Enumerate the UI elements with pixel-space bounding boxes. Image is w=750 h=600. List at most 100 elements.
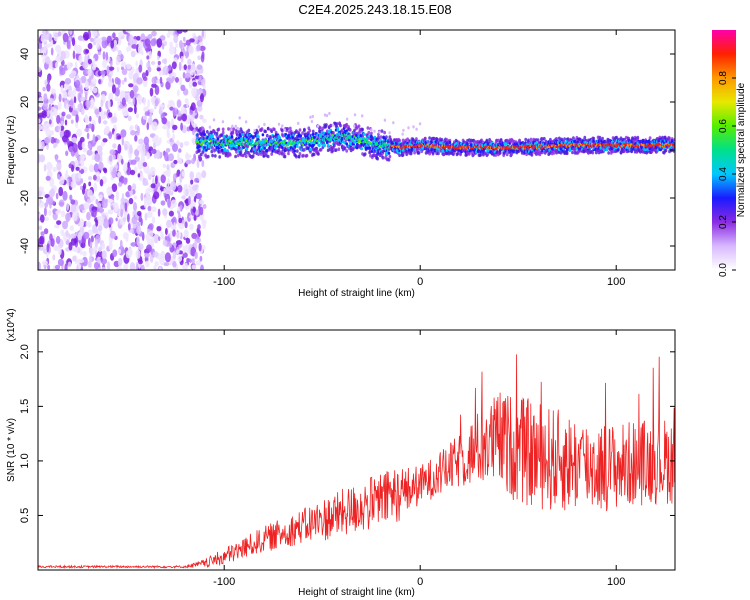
noise-cell [82, 61, 88, 69]
noise-cell [146, 200, 151, 206]
speck-cell [257, 125, 261, 129]
noise-cell [38, 244, 45, 251]
noise-cell [198, 205, 201, 212]
noise-cell [77, 231, 82, 241]
noise-cell [108, 66, 115, 71]
noise-cell [80, 178, 84, 184]
noise-cell [71, 110, 78, 117]
noise-cell [172, 173, 177, 182]
noise-cell [144, 111, 150, 116]
noise-cell [195, 95, 200, 101]
noise-cell [57, 101, 62, 111]
noise-cell [65, 230, 69, 237]
band-mid-cell [302, 136, 305, 141]
noise-cell [187, 212, 192, 223]
noise-cell [72, 142, 78, 153]
noise-cell [38, 124, 43, 131]
noise-cell [170, 181, 177, 191]
noise-cell [151, 76, 157, 85]
noise-cell [98, 246, 102, 253]
noise-cell [189, 214, 195, 219]
noise-cell [90, 37, 94, 42]
noise-cell [72, 255, 77, 262]
noise-cell [69, 194, 73, 201]
noise-cell [100, 141, 105, 147]
band-halo-cell [530, 153, 534, 157]
x-tick-label: -100 [213, 576, 235, 588]
band-mid-cell [439, 141, 443, 145]
noise-cell [192, 206, 196, 213]
noise-cell [146, 210, 153, 218]
noise-cell [177, 255, 183, 262]
noise-cell [165, 81, 171, 90]
band-core-cell [309, 138, 312, 142]
band-halo-cell [325, 123, 328, 127]
colorbar-tick-label: 0.6 [718, 119, 729, 133]
band-halo-cell [379, 135, 383, 139]
noise-cell [147, 205, 152, 212]
noise-cell [177, 157, 183, 164]
noise-cell [182, 30, 188, 33]
noise-cell [142, 162, 148, 167]
noise-cell [151, 206, 157, 213]
noise-cell [184, 98, 188, 104]
noise-cell [46, 110, 50, 117]
noise-cell [166, 164, 170, 171]
noise-cell [158, 106, 163, 116]
band-mid-cell [662, 146, 666, 151]
noise-cell [163, 58, 168, 65]
noise-cell [126, 46, 130, 53]
noise-cell [86, 198, 92, 204]
band-halo-cell [480, 138, 483, 143]
noise-cell [126, 63, 132, 70]
band-halo-cell [636, 137, 640, 141]
noise-cell [102, 120, 108, 125]
band-halo-cell [436, 137, 439, 142]
noise-cell [198, 242, 202, 252]
noise-cell [70, 233, 77, 239]
noise-cell [58, 247, 62, 256]
noise-cell [92, 134, 96, 144]
noise-cell [38, 112, 45, 118]
noise-cell [136, 225, 142, 235]
band-halo-cell [247, 150, 251, 155]
noise-cell [200, 264, 204, 270]
noise-cell [38, 66, 42, 73]
noise-cell [43, 207, 47, 217]
noise-cell [129, 262, 136, 270]
speck-cell [401, 132, 404, 136]
noise-cell [100, 257, 107, 265]
x-tick-label: 0 [417, 276, 423, 288]
noise-cell [97, 51, 102, 56]
noise-cell [86, 211, 91, 221]
band-mid-cell [326, 143, 330, 147]
noise-cell [49, 177, 55, 188]
band-mid-cell [323, 143, 327, 148]
noise-cell [162, 163, 167, 168]
noise-cell [107, 198, 114, 204]
noise-cell [80, 250, 83, 256]
noise-cell [71, 37, 76, 47]
noise-cell [71, 137, 78, 143]
noise-cell [192, 137, 196, 145]
noise-cell [129, 89, 135, 99]
noise-cell [52, 254, 56, 261]
band-halo-cell [218, 155, 222, 159]
band-mid-cell [466, 142, 469, 146]
band-halo-cell [536, 138, 540, 142]
band-halo-cell [335, 122, 339, 126]
noise-cell [44, 202, 48, 208]
noise-cell [79, 218, 85, 228]
noise-cell [171, 61, 177, 70]
noise-cell [198, 75, 202, 83]
noise-cell [75, 247, 79, 253]
noise-cell [99, 206, 104, 214]
noise-cell [119, 54, 124, 60]
noise-cell [74, 159, 79, 167]
band-halo-cell [201, 150, 205, 154]
speck-cell [297, 121, 300, 125]
noise-cell [130, 242, 137, 247]
noise-cell [147, 34, 153, 40]
noise-cell [110, 40, 115, 49]
noise-cell [197, 55, 201, 61]
